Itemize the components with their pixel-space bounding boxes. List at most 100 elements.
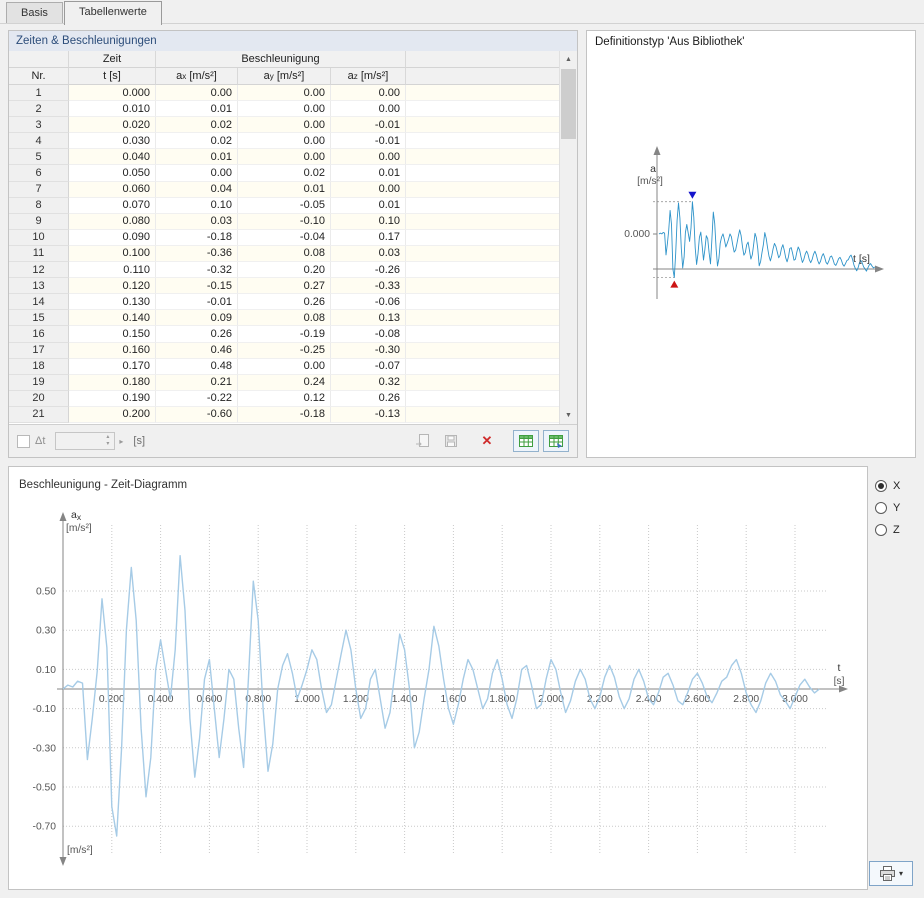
- table-row[interactable]: 16 0.150 0.26 -0.19 -0.08: [9, 326, 577, 343]
- value-cell[interactable]: 0.08: [238, 310, 331, 327]
- value-cell[interactable]: 0.00: [238, 358, 331, 375]
- value-cell[interactable]: 0.00: [238, 117, 331, 134]
- radio-y[interactable]: Y: [875, 497, 921, 519]
- value-cell[interactable]: -0.36: [156, 245, 238, 263]
- value-cell[interactable]: 0.190: [69, 390, 156, 407]
- value-cell[interactable]: 0.10: [331, 213, 406, 230]
- value-cell[interactable]: -0.19: [238, 326, 331, 343]
- table-row[interactable]: 11 0.100 -0.36 0.08 0.03: [9, 245, 577, 263]
- value-cell[interactable]: -0.08: [331, 326, 406, 343]
- table-row[interactable]: 7 0.060 0.04 0.01 0.00: [9, 181, 577, 198]
- value-cell[interactable]: 0.060: [69, 181, 156, 198]
- scrollbar-thumb[interactable]: [561, 69, 576, 139]
- value-cell[interactable]: -0.26: [331, 262, 406, 279]
- value-cell[interactable]: 0.200: [69, 406, 156, 423]
- table-row[interactable]: 20 0.190 -0.22 0.12 0.26: [9, 390, 577, 407]
- value-cell[interactable]: -0.18: [238, 406, 331, 423]
- value-cell[interactable]: 0.050: [69, 165, 156, 182]
- value-cell[interactable]: 0.01: [331, 197, 406, 214]
- value-cell[interactable]: 0.130: [69, 294, 156, 311]
- value-cell[interactable]: 0.140: [69, 310, 156, 327]
- save-table-button[interactable]: [439, 430, 463, 452]
- table-row[interactable]: 10 0.090 -0.18 -0.04 0.17: [9, 229, 577, 246]
- value-cell[interactable]: 0.00: [331, 101, 406, 118]
- value-cell[interactable]: 0.030: [69, 133, 156, 150]
- import-table-button[interactable]: [411, 430, 435, 452]
- table-row[interactable]: 13 0.120 -0.15 0.27 -0.33: [9, 278, 577, 295]
- value-cell[interactable]: -0.07: [331, 358, 406, 375]
- value-cell[interactable]: 0.00: [331, 85, 406, 102]
- value-cell[interactable]: -0.22: [156, 390, 238, 407]
- table-row[interactable]: 3 0.020 0.02 0.00 -0.01: [9, 117, 577, 134]
- value-cell[interactable]: 0.01: [238, 181, 331, 198]
- value-cell[interactable]: 0.000: [69, 85, 156, 102]
- dt-input[interactable]: ▴ ▾: [55, 432, 116, 450]
- value-cell[interactable]: 0.00: [156, 165, 238, 182]
- table-row[interactable]: 2 0.010 0.01 0.00 0.00: [9, 101, 577, 118]
- table-row[interactable]: 1 0.000 0.00 0.00 0.00: [9, 85, 577, 102]
- dt-checkbox[interactable]: [17, 434, 30, 448]
- value-cell[interactable]: 0.020: [69, 117, 156, 134]
- table-row[interactable]: 9 0.080 0.03 -0.10 0.10: [9, 213, 577, 230]
- value-cell[interactable]: 0.00: [238, 133, 331, 150]
- value-cell[interactable]: -0.05: [238, 197, 331, 214]
- value-cell[interactable]: 0.02: [156, 117, 238, 134]
- value-cell[interactable]: 0.090: [69, 229, 156, 246]
- value-cell[interactable]: 0.21: [156, 374, 238, 391]
- value-cell[interactable]: -0.18: [156, 229, 238, 246]
- value-cell[interactable]: -0.33: [331, 278, 406, 295]
- table-row[interactable]: 6 0.050 0.00 0.02 0.01: [9, 165, 577, 182]
- value-cell[interactable]: 0.00: [156, 85, 238, 102]
- table-row[interactable]: 5 0.040 0.01 0.00 0.00: [9, 149, 577, 166]
- print-button[interactable]: ▾: [869, 861, 913, 886]
- value-cell[interactable]: -0.30: [331, 342, 406, 359]
- value-cell[interactable]: 0.01: [156, 101, 238, 118]
- value-cell[interactable]: -0.06: [331, 294, 406, 311]
- value-cell[interactable]: 0.32: [331, 374, 406, 391]
- value-cell[interactable]: 0.00: [238, 85, 331, 102]
- value-cell[interactable]: 0.13: [331, 310, 406, 327]
- value-cell[interactable]: -0.10: [238, 213, 331, 230]
- table-row[interactable]: 18 0.170 0.48 0.00 -0.07: [9, 358, 577, 375]
- value-cell[interactable]: 0.03: [331, 245, 406, 263]
- value-cell[interactable]: -0.15: [156, 278, 238, 295]
- table-row[interactable]: 4 0.030 0.02 0.00 -0.01: [9, 133, 577, 150]
- table-row[interactable]: 19 0.180 0.21 0.24 0.32: [9, 374, 577, 391]
- value-cell[interactable]: 0.27: [238, 278, 331, 295]
- value-cell[interactable]: 0.160: [69, 342, 156, 359]
- value-cell[interactable]: 0.120: [69, 278, 156, 295]
- value-cell[interactable]: 0.170: [69, 358, 156, 375]
- value-cell[interactable]: 0.17: [331, 229, 406, 246]
- value-cell[interactable]: 0.080: [69, 213, 156, 230]
- value-cell[interactable]: 0.26: [238, 294, 331, 311]
- table-row[interactable]: 21 0.200 -0.60 -0.18 -0.13: [9, 406, 577, 423]
- clear-table-button[interactable]: ✕: [475, 430, 499, 452]
- value-cell[interactable]: 0.12: [238, 390, 331, 407]
- value-cell[interactable]: 0.150: [69, 326, 156, 343]
- value-cell[interactable]: 0.04: [156, 181, 238, 198]
- value-cell[interactable]: 0.00: [331, 149, 406, 166]
- value-cell[interactable]: 0.26: [156, 326, 238, 343]
- table-row[interactable]: 15 0.140 0.09 0.08 0.13: [9, 310, 577, 327]
- value-cell[interactable]: -0.32: [156, 262, 238, 279]
- table-row[interactable]: 17 0.160 0.46 -0.25 -0.30: [9, 342, 577, 359]
- value-cell[interactable]: -0.60: [156, 406, 238, 423]
- value-cell[interactable]: -0.01: [331, 117, 406, 134]
- scroll-down-button[interactable]: ▼: [560, 407, 577, 424]
- radio-z[interactable]: Z: [875, 519, 921, 541]
- excel-import-button[interactable]: [543, 430, 569, 452]
- table-scrollbar[interactable]: ▲ ▼: [559, 51, 577, 424]
- dt-expand-button[interactable]: ▸: [119, 436, 124, 446]
- value-cell[interactable]: -0.01: [331, 133, 406, 150]
- excel-export-button[interactable]: [513, 430, 539, 452]
- value-cell[interactable]: 0.070: [69, 197, 156, 214]
- table-row[interactable]: 8 0.070 0.10 -0.05 0.01: [9, 197, 577, 214]
- value-cell[interactable]: 0.110: [69, 262, 156, 279]
- value-cell[interactable]: 0.09: [156, 310, 238, 327]
- value-cell[interactable]: 0.01: [156, 149, 238, 166]
- value-cell[interactable]: 0.040: [69, 149, 156, 166]
- value-cell[interactable]: 0.02: [238, 165, 331, 182]
- value-cell[interactable]: -0.01: [156, 294, 238, 311]
- value-cell[interactable]: 0.010: [69, 101, 156, 118]
- scroll-up-button[interactable]: ▲: [560, 51, 577, 68]
